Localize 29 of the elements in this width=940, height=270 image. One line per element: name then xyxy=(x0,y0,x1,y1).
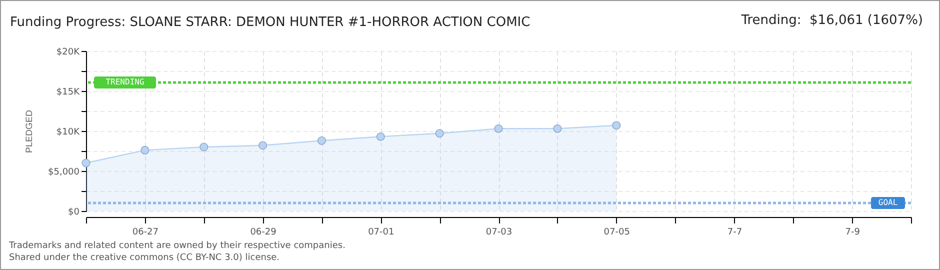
text: Trending: $16,061 (1607%) xyxy=(741,13,923,28)
x-tick-label: 07-05 xyxy=(604,228,630,238)
x-tick-label: 07-01 xyxy=(368,228,394,238)
point xyxy=(317,136,326,145)
text: Shared under the creative commons (CC BY-NC 3.0) license. xyxy=(9,252,281,264)
point xyxy=(612,121,621,130)
point xyxy=(376,132,385,141)
point xyxy=(140,146,150,154)
point xyxy=(435,129,444,138)
x-tick-label: 07-03 xyxy=(486,228,512,238)
point xyxy=(494,124,503,133)
point xyxy=(553,124,562,133)
y-tick-label: $0 xyxy=(68,208,80,218)
y-tick-label: $20K xyxy=(56,48,81,58)
y-tick-label: $5,000 xyxy=(48,168,80,178)
point xyxy=(200,142,208,152)
y-tick-label: $10K xyxy=(56,128,81,138)
x-tick-label: 7-7 xyxy=(727,228,742,238)
chart-title: Funding Progress: SLOANE STARR: DEMON HUNTER #1-HORROR ACTION COMIC xyxy=(10,15,530,30)
point xyxy=(82,158,90,168)
y-axis-title: PLEDGED xyxy=(24,109,34,154)
x-tick-label: 06-29 xyxy=(250,228,277,238)
ref-line-label: TRENDING xyxy=(106,78,144,87)
y-tick-label: $15K xyxy=(56,88,81,98)
x-tick-label: 7-9 xyxy=(845,228,860,238)
text: Trademarks and related content are owned by their respective companies. xyxy=(9,240,346,252)
ref-line-label: GOAL xyxy=(878,198,898,207)
point xyxy=(258,141,268,150)
x-tick-label: 06-27 xyxy=(132,228,159,238)
